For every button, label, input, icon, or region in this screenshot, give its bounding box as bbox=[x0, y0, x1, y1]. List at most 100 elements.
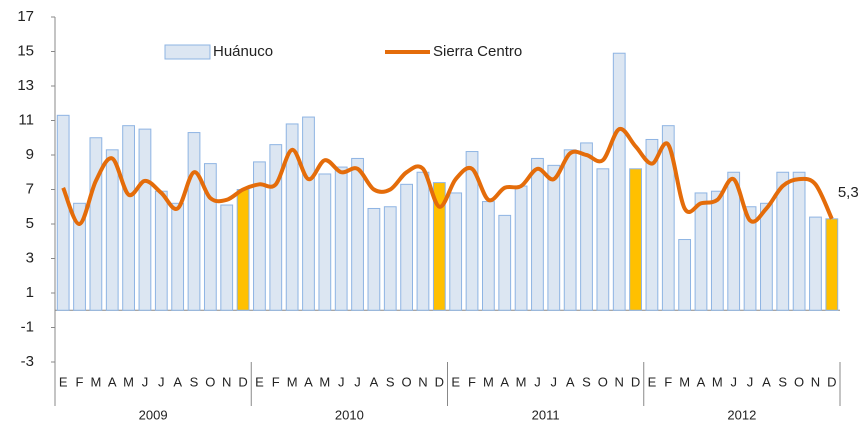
bar bbox=[743, 206, 757, 311]
bar bbox=[73, 202, 86, 311]
bar bbox=[498, 214, 512, 311]
y-tick-label: 5 bbox=[26, 215, 34, 232]
bar bbox=[825, 218, 839, 311]
bar bbox=[220, 204, 234, 311]
y-tick-label: -1 bbox=[21, 318, 34, 335]
bar bbox=[171, 202, 185, 311]
bar bbox=[334, 166, 348, 311]
bar bbox=[792, 171, 806, 311]
bar bbox=[678, 239, 692, 311]
bar bbox=[56, 114, 70, 311]
x-tick-label: A bbox=[500, 374, 509, 389]
bar bbox=[302, 116, 315, 311]
x-tick-label: E bbox=[648, 374, 657, 389]
bar bbox=[351, 157, 364, 311]
x-tick-label: M bbox=[712, 374, 723, 389]
bar bbox=[269, 144, 283, 311]
bar bbox=[89, 137, 103, 311]
x-tick-label: E bbox=[255, 374, 264, 389]
line bbox=[61, 126, 834, 226]
x-tick-label: F bbox=[76, 374, 84, 389]
x-tick-label: D bbox=[238, 374, 247, 389]
x-tick-label: F bbox=[664, 374, 672, 389]
x-tick-label: N bbox=[222, 374, 231, 389]
bar bbox=[465, 151, 479, 311]
x-tick-label: F bbox=[468, 374, 476, 389]
x-tick-label: F bbox=[272, 374, 280, 389]
x-tick-label: M bbox=[679, 374, 690, 389]
bar bbox=[645, 138, 659, 311]
x-tick-label: J bbox=[534, 374, 541, 389]
x-tick-label: N bbox=[615, 374, 624, 389]
x-tick-label: N bbox=[811, 374, 820, 389]
bar bbox=[563, 149, 577, 311]
bar bbox=[400, 183, 414, 311]
y-tick-label: 1 bbox=[26, 284, 34, 301]
bar bbox=[285, 123, 299, 311]
data-label: 5,3 bbox=[838, 184, 859, 201]
x-tick-label: E bbox=[451, 374, 460, 389]
bar bbox=[514, 185, 528, 311]
bar bbox=[612, 52, 626, 311]
x-tick-label: J bbox=[338, 374, 345, 389]
bar bbox=[710, 190, 724, 311]
bar bbox=[531, 157, 544, 311]
x-tick-label: J bbox=[354, 374, 361, 389]
legend-swatch bbox=[164, 44, 211, 60]
x-tick-label: A bbox=[173, 374, 182, 389]
bar bbox=[432, 182, 446, 311]
bar bbox=[727, 171, 741, 311]
x-tick-label: O bbox=[794, 374, 804, 389]
bar bbox=[154, 190, 168, 311]
y-tick-label: 9 bbox=[26, 146, 34, 163]
x-tick-label: O bbox=[402, 374, 412, 389]
y-tick-label: -3 bbox=[21, 353, 34, 370]
bar bbox=[187, 132, 201, 311]
bar bbox=[203, 163, 217, 311]
x-tick-label: D bbox=[435, 374, 444, 389]
x-tick-label: O bbox=[205, 374, 215, 389]
x-tick-label: O bbox=[598, 374, 608, 389]
bar bbox=[809, 216, 822, 311]
x-tick-label: J bbox=[551, 374, 558, 389]
x-tick-label: A bbox=[762, 374, 771, 389]
x-tick-label: S bbox=[190, 374, 199, 389]
bar bbox=[596, 168, 610, 311]
x-tick-label: A bbox=[370, 374, 379, 389]
bar bbox=[776, 171, 790, 311]
y-tick-label: 13 bbox=[17, 77, 34, 94]
bar bbox=[367, 207, 381, 311]
bar bbox=[580, 142, 593, 311]
x-tick-label: M bbox=[287, 374, 298, 389]
bar bbox=[629, 168, 642, 311]
bar bbox=[760, 202, 773, 311]
y-tick-label: 7 bbox=[26, 180, 34, 197]
x-tick-label: M bbox=[483, 374, 494, 389]
x-tick-label: M bbox=[319, 374, 330, 389]
x-tick-label: M bbox=[90, 374, 101, 389]
bar bbox=[481, 201, 495, 311]
x-tick-label: D bbox=[631, 374, 640, 389]
bar bbox=[122, 125, 135, 311]
x-tick-label: D bbox=[827, 374, 836, 389]
x-tick-label: S bbox=[778, 374, 787, 389]
bar bbox=[253, 161, 266, 311]
y-tick-label: 11 bbox=[18, 111, 34, 128]
x-tick-label: J bbox=[142, 374, 149, 389]
x-tick-label: J bbox=[730, 374, 737, 389]
x-tick-label: J bbox=[158, 374, 165, 389]
bar bbox=[547, 164, 561, 311]
bar bbox=[383, 206, 397, 311]
bar bbox=[138, 128, 152, 311]
bar bbox=[105, 149, 119, 311]
x-tick-label: M bbox=[516, 374, 527, 389]
x-tick-label: J bbox=[747, 374, 754, 389]
bar bbox=[661, 125, 675, 311]
y-tick-label: 15 bbox=[17, 42, 34, 59]
x-group-label: 2012 bbox=[727, 407, 756, 422]
x-tick-label: E bbox=[59, 374, 68, 389]
x-tick-label: N bbox=[418, 374, 427, 389]
y-tick-label: 17 bbox=[17, 8, 34, 25]
x-tick-label: S bbox=[582, 374, 591, 389]
